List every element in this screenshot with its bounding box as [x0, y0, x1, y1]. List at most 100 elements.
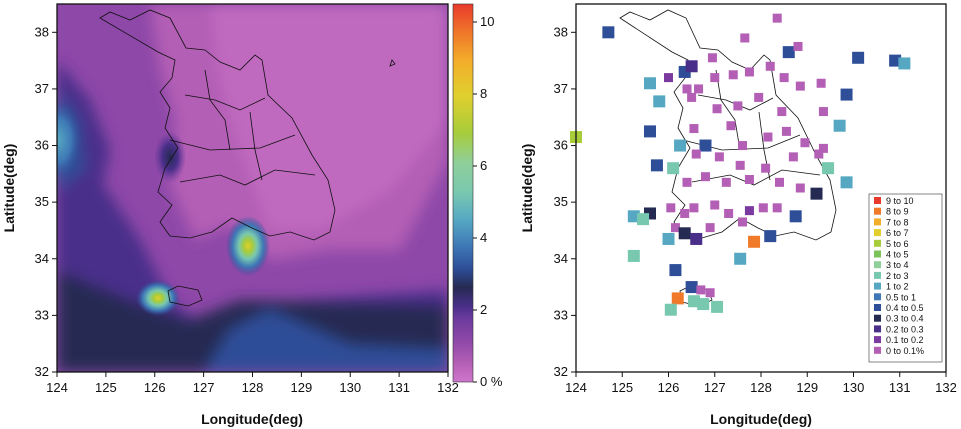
station-marker — [689, 124, 699, 134]
station-marker — [816, 78, 826, 88]
station-marker — [761, 163, 771, 173]
legend-swatch — [874, 207, 881, 215]
contour-field — [57, 4, 448, 372]
station-markers — [570, 13, 911, 316]
right-x-tick-label: 130 — [843, 380, 865, 395]
station-marker — [833, 119, 846, 132]
legend-swatch — [874, 325, 881, 333]
right-y-tick-label: 33 — [554, 307, 568, 322]
legend-swatch — [874, 229, 881, 237]
legend-label: 2 to 3 — [886, 271, 909, 281]
legend-label: 7 to 8 — [886, 217, 909, 227]
station-marker — [685, 60, 698, 73]
colorbar-label: 8 — [480, 86, 487, 101]
legend-label: 0 to 0.1% — [886, 346, 924, 356]
station-marker — [788, 152, 798, 162]
left-x-tick-label: 131 — [388, 380, 410, 395]
colorbar-label: 0 % — [480, 374, 503, 389]
legend-label: 0.1 to 0.2 — [886, 335, 924, 345]
station-marker — [734, 252, 747, 265]
station-marker — [701, 172, 710, 182]
right-x-tick-label: 131 — [889, 380, 911, 395]
legend-box — [868, 193, 943, 363]
station-marker — [735, 160, 745, 170]
station-marker — [705, 223, 715, 233]
right-y-tick-label: 37 — [554, 81, 568, 96]
legend-label: 3 to 4 — [886, 260, 909, 270]
colorbar-labels: 0 % 2 4 6 8 10 — [473, 14, 503, 389]
station-marker — [714, 152, 724, 162]
station-marker — [738, 141, 747, 151]
station-marker — [800, 138, 810, 148]
station-marker — [666, 203, 676, 213]
legend-label: 0.3 to 0.4 — [886, 314, 924, 324]
left-y-tick-label: 34 — [35, 251, 49, 266]
legend-swatch — [874, 336, 881, 344]
contour-map-panel: 124 125 126 127 128 129 130 131 132 32 33 34 35 36 37… — [1, 3, 459, 427]
station-marker — [697, 298, 710, 311]
station-marker — [669, 264, 682, 277]
right-x-tick-label: 128 — [750, 380, 772, 395]
station-marker — [726, 121, 736, 131]
station-marker — [627, 210, 640, 223]
station-marker — [664, 73, 673, 83]
left-x-tick-label: 125 — [95, 380, 117, 395]
legend-label: 5 to 6 — [886, 239, 909, 249]
colorbar-label: 2 — [480, 302, 487, 317]
station-marker — [691, 149, 701, 159]
station-marker — [748, 235, 761, 248]
station-marker — [711, 300, 724, 313]
legend-label: 4 to 5 — [886, 250, 909, 260]
legend-swatch — [874, 250, 881, 258]
right-x-tick-label: 125 — [611, 380, 633, 395]
right-x-tick-label: 127 — [704, 380, 726, 395]
station-marker — [682, 84, 692, 94]
left-x-axis-label: Longitude(deg) — [201, 411, 303, 427]
station-marker — [627, 249, 640, 262]
station-map-panel: 124 125 126 127 128 129 130 131 132 32 33 34 35 36 37… — [519, 3, 957, 427]
station-marker — [653, 95, 666, 108]
station-marker — [789, 210, 802, 223]
left-y-tick-label: 36 — [35, 138, 49, 153]
station-marker — [705, 288, 715, 298]
station-marker — [662, 232, 675, 245]
station-marker — [840, 88, 853, 101]
station-marker — [795, 81, 805, 91]
station-marker — [678, 227, 691, 240]
station-marker — [738, 217, 747, 227]
station-marker — [818, 143, 828, 153]
right-x-ticks: 124 125 126 127 128 129 130 131 132 — [565, 372, 957, 395]
station-marker — [667, 162, 680, 175]
station-marker — [689, 203, 699, 213]
station-marker — [840, 176, 853, 189]
station-marker — [744, 206, 754, 216]
station-marker — [795, 183, 805, 193]
station-marker — [740, 33, 750, 43]
right-x-tick-label: 129 — [796, 380, 818, 395]
station-marker — [779, 73, 789, 83]
station-marker — [602, 26, 615, 39]
station-marker — [777, 107, 787, 117]
station-marker — [889, 54, 902, 67]
left-x-tick-label: 129 — [291, 380, 313, 395]
station-marker — [696, 285, 706, 295]
station-marker — [685, 281, 698, 294]
station-marker — [671, 292, 684, 305]
station-marker — [782, 46, 795, 59]
colorbar-label: 6 — [480, 158, 487, 173]
legend-swatch — [874, 293, 881, 301]
station-marker — [650, 159, 663, 172]
station-marker — [690, 232, 703, 245]
legend-label: 8 to 9 — [886, 207, 909, 217]
legend-label: 9 to 10 — [886, 196, 914, 206]
left-y-tick-label: 35 — [35, 194, 49, 209]
station-marker — [664, 303, 677, 316]
right-x-axis-label: Longitude(deg) — [710, 411, 812, 427]
station-marker — [724, 208, 734, 218]
station-marker — [781, 126, 791, 136]
station-marker — [818, 107, 828, 117]
colorbar: 0 % 2 4 6 8 10 — [452, 3, 503, 389]
left-y-tick-label: 32 — [35, 364, 49, 379]
station-marker — [733, 101, 743, 111]
